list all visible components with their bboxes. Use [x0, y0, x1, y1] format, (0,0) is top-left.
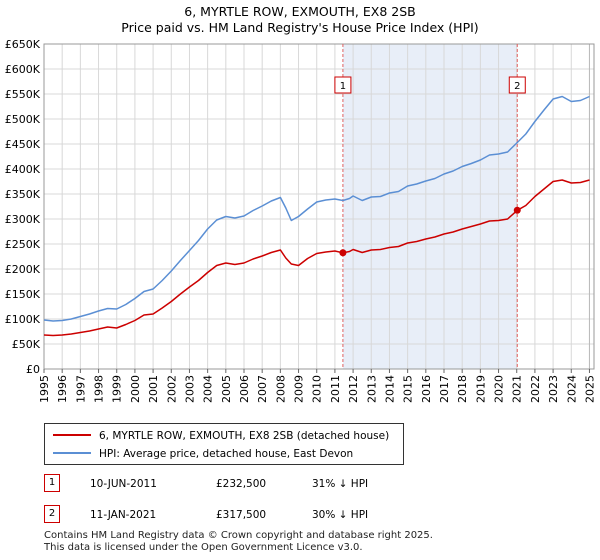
- x-tick-label: 1998: [93, 375, 106, 403]
- transaction-hpi-diff: 30% ↓ HPI: [312, 509, 369, 521]
- footer-line-2: This data is licensed under the Open Gov…: [44, 542, 363, 553]
- x-tick-label: 2022: [529, 375, 542, 403]
- legend-item-property: 6, MYRTLE ROW, EXMOUTH, EX8 2SB (detache…: [53, 428, 389, 444]
- chart-title: 6, MYRTLE ROW, EXMOUTH, EX8 2SB: [184, 4, 416, 19]
- sale-point: [339, 249, 347, 257]
- legend-swatch-hpi: [53, 452, 91, 454]
- y-tick-label: £650K: [5, 38, 41, 51]
- x-tick-label: 2011: [329, 375, 342, 403]
- transaction-badge: 1: [44, 474, 60, 492]
- chart-legend: 6, MYRTLE ROW, EXMOUTH, EX8 2SB (detache…: [44, 423, 404, 465]
- annotation-label: 1: [340, 81, 346, 92]
- plot-frame: [43, 43, 595, 370]
- transaction-price: £232,500: [216, 478, 267, 490]
- annotation-box: [508, 76, 526, 94]
- x-tick-label: 1997: [74, 375, 87, 403]
- x-tick-label: 2017: [438, 375, 451, 403]
- x-tick-label: 2000: [129, 375, 142, 403]
- transaction-badge: 2: [44, 505, 60, 523]
- y-tick-label: £200K: [5, 263, 41, 276]
- x-tick-label: 2003: [183, 375, 196, 403]
- footer: Contains HM Land Registry data © Crown c…: [44, 530, 433, 554]
- legend-label-hpi: HPI: Average price, detached house, East…: [99, 448, 354, 460]
- sale-point: [513, 206, 521, 214]
- x-tick-label: 2016: [420, 375, 433, 403]
- y-tick-label: £0: [26, 363, 40, 376]
- x-tick-label: 2007: [256, 375, 269, 403]
- x-tick-label: 2005: [220, 375, 233, 403]
- chart-subtitle: Price paid vs. HM Land Registry's House …: [121, 20, 479, 35]
- footer-line-1: Contains HM Land Registry data © Crown c…: [44, 530, 433, 541]
- y-tick-label: £150K: [5, 288, 41, 301]
- transaction-hpi-diff: 31% ↓ HPI: [312, 478, 369, 490]
- annotation-label: 2: [514, 81, 520, 92]
- x-tick-label: 1999: [111, 375, 124, 403]
- x-tick-label: 2024: [565, 375, 578, 403]
- y-tick-label: £50K: [12, 338, 41, 351]
- x-tick-label: 2008: [274, 375, 287, 403]
- x-tick-label: 1996: [56, 375, 69, 403]
- y-tick-label: £300K: [5, 213, 41, 226]
- x-tick-label: 2021: [511, 375, 524, 403]
- x-tick-label: 2019: [474, 375, 487, 403]
- y-tick-label: £350K: [5, 188, 41, 201]
- x-tick-label: 2018: [456, 375, 469, 403]
- price-chart: £0 £50K £100K £150K £200K £250K £300K £350K £400…: [5, 38, 597, 403]
- y-tick-label: £600K: [5, 63, 41, 76]
- x-tick-label: 2002: [165, 375, 178, 403]
- x-tick-label: 2010: [311, 375, 324, 403]
- shaded-period: [342, 44, 518, 369]
- transaction-price: £317,500: [216, 509, 267, 521]
- x-tick-label: 2012: [347, 375, 360, 403]
- transaction-date: 11-JAN-2021: [90, 509, 157, 521]
- x-tick-label: 2013: [365, 375, 378, 403]
- y-tick-label: £450K: [5, 138, 41, 151]
- y-tick-label: £400K: [5, 163, 41, 176]
- x-tick-label: 2015: [402, 375, 415, 403]
- x-tick-label: 2009: [293, 375, 306, 403]
- y-tick-label: £100K: [5, 313, 41, 326]
- hpi-line: [43, 95, 590, 322]
- x-tick-label: 2023: [547, 375, 560, 403]
- y-tick-label: £250K: [5, 238, 41, 251]
- x-tick-label: 2004: [202, 375, 215, 403]
- x-tick-label: 2014: [383, 375, 396, 403]
- y-tick-label: £550K: [5, 88, 41, 101]
- legend-label-property: 6, MYRTLE ROW, EXMOUTH, EX8 2SB (detache…: [99, 430, 390, 442]
- property-price-line: [43, 179, 590, 337]
- legend-swatch-property: [53, 434, 91, 436]
- x-tick-label: 2025: [583, 375, 596, 403]
- x-tick-label: 1995: [38, 375, 51, 403]
- annotation-box: [334, 76, 352, 94]
- x-tick-label: 2020: [493, 375, 506, 403]
- x-tick-label: 2006: [238, 375, 251, 403]
- y-tick-label: £500K: [5, 113, 41, 126]
- x-tick-label: 2001: [147, 375, 160, 403]
- transaction-date: 10-JUN-2011: [90, 478, 157, 490]
- legend-item-hpi: HPI: Average price, detached house, East…: [53, 446, 353, 462]
